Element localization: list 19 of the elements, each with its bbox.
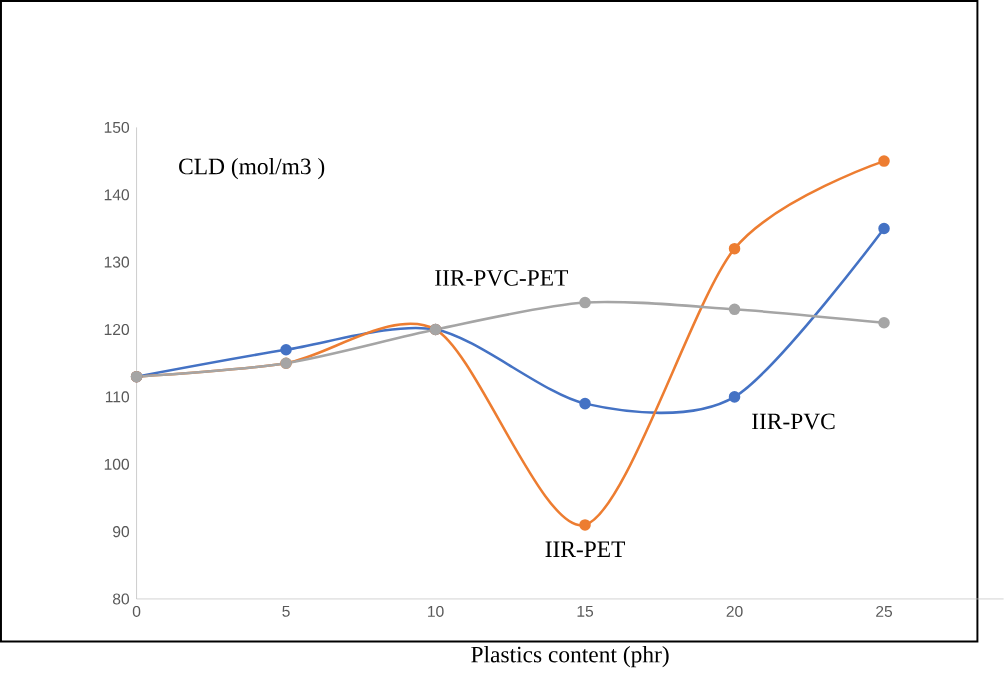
y-tick-label: 80 (112, 593, 130, 605)
x-axis-title: Plastics content (phr) (471, 646, 669, 668)
y-tick-label: 120 (104, 324, 130, 336)
y-tick-label: 100 (104, 458, 130, 470)
x-tick-label: 10 (428, 606, 444, 618)
x-tick-label: 5 (282, 606, 290, 617)
x-tick-label: 25 (876, 606, 893, 618)
y-tick-label: 150 (104, 122, 130, 134)
y-tick-label: 110 (105, 391, 130, 403)
y-tick-label: 130 (104, 256, 130, 268)
y-axis-title: CLD (mol/m3 ) (179, 158, 325, 180)
y-tick-label: 90 (113, 526, 130, 538)
series-label: IIR-PVC-PET (435, 270, 568, 287)
x-tick-label: 0 (132, 606, 141, 618)
x-tick-label: 15 (577, 606, 594, 617)
series-label: IIR-PET (545, 541, 626, 558)
y-tick-label: 140 (104, 189, 130, 201)
x-tick-label: 20 (726, 606, 743, 618)
series-label: IIR-PVC (752, 413, 835, 430)
